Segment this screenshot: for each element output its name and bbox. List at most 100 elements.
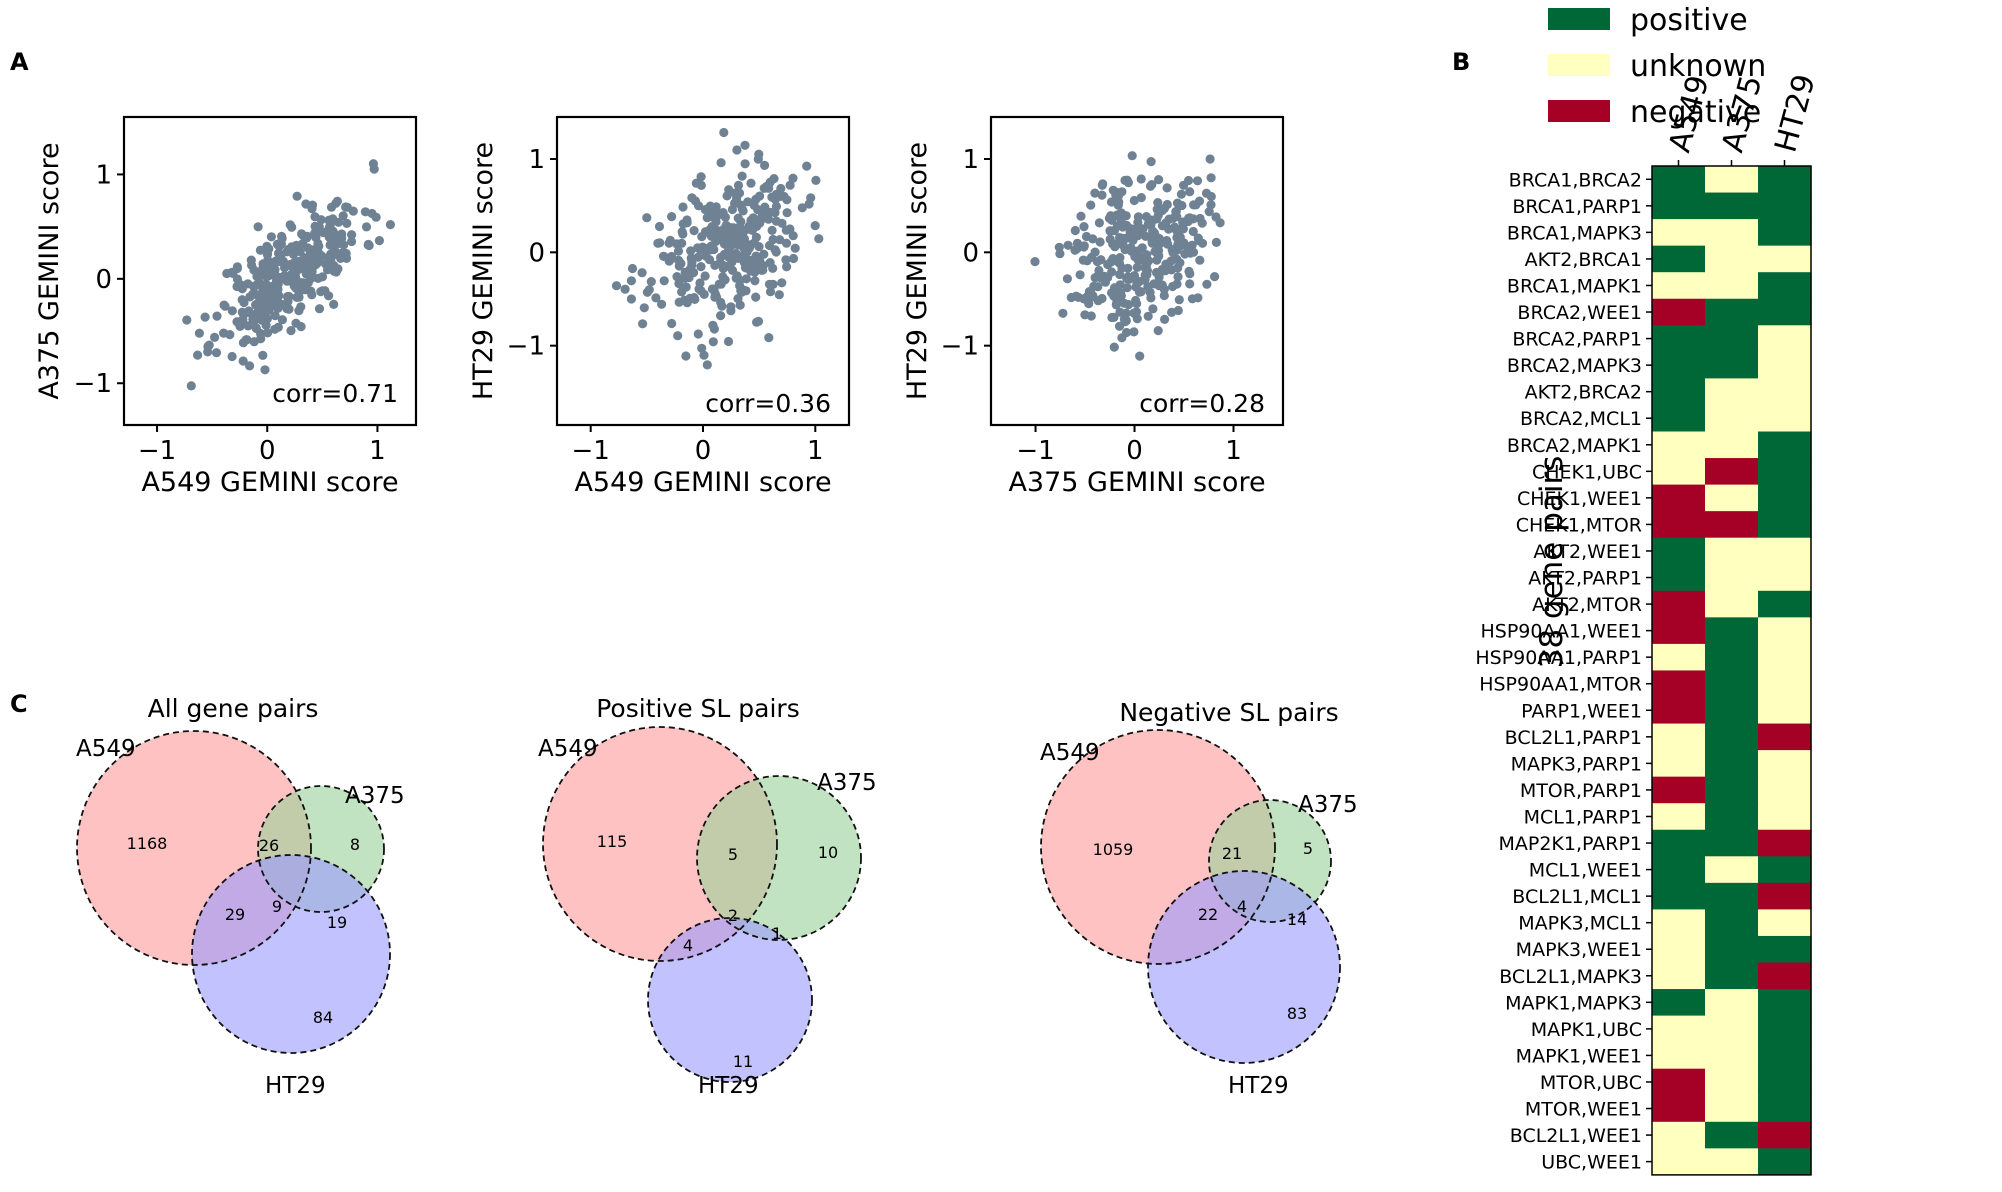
scatter-1-point <box>204 340 214 350</box>
scatter-3-point <box>1166 256 1176 266</box>
x-tick-label: 1 <box>1225 436 1242 466</box>
heatmap-cell-positive <box>1652 325 1706 353</box>
scatter-3-point <box>1125 244 1135 254</box>
scatter-3-point <box>1108 185 1118 195</box>
scatter-2-point <box>680 267 690 277</box>
scatter-2-corr-label: corr=0.36 <box>705 389 831 418</box>
scatter-1-point <box>276 239 286 249</box>
heatmap-row-label: BRCA1,PARP1 <box>1512 196 1642 218</box>
scatter-2-point <box>750 276 760 286</box>
scatter-2-point <box>676 258 686 269</box>
scatter-3-point <box>1121 327 1132 338</box>
scatter-2-point <box>771 247 781 257</box>
scatter-2-point <box>626 294 637 304</box>
scatter-2-point <box>788 173 798 183</box>
scatter-1-point <box>338 211 348 221</box>
scatter-2-point <box>690 294 700 304</box>
scatter-2-point <box>702 360 712 370</box>
scatter-2-point <box>764 333 774 343</box>
scatter-2-point <box>674 297 684 307</box>
scatter-2-point <box>710 235 721 245</box>
scatter-2-point <box>725 236 736 246</box>
heatmap-cell-positive <box>1758 192 1812 220</box>
scatter-1-point <box>262 314 272 324</box>
scatter-2-point <box>677 227 687 237</box>
scatter-2-point <box>718 234 728 244</box>
scatter-3-point <box>1152 204 1162 214</box>
scatter-3-point <box>1152 240 1162 251</box>
heatmap-row-label: BRCA2,PARP1 <box>1512 329 1642 351</box>
scatter-3-point <box>1172 279 1182 289</box>
scatter-2-point <box>788 253 799 264</box>
heatmap-cell-negative <box>1705 511 1759 539</box>
scatter-3-point <box>1202 279 1212 289</box>
heatmap-cell-unknown <box>1758 750 1812 778</box>
scatter-3-point <box>1098 179 1108 189</box>
scatter-3-point <box>1176 189 1186 199</box>
scatter-1-ylabel: A375 GEMINI score <box>34 142 65 399</box>
scatter-2-point <box>775 235 785 245</box>
heatmap-cell-unknown <box>1758 909 1812 937</box>
scatter-2-point <box>744 221 754 231</box>
heatmap-cell-unknown <box>1758 325 1812 353</box>
heatmap-cell-unknown <box>1705 245 1759 273</box>
scatter-3-ylabel: HT29 GEMINI score <box>902 142 933 400</box>
scatter-1-point <box>341 202 351 212</box>
heatmap-cell-negative <box>1652 617 1706 645</box>
scatter-2-point <box>690 196 701 206</box>
scatter-3-point <box>1103 259 1113 270</box>
venn-all-gene-pairs: All gene pairs A549 A375 HT29 1168 8 84 26 29 19 9 <box>76 694 405 1099</box>
scatter-1-point <box>220 301 230 311</box>
scatter-2-point <box>673 331 683 341</box>
scatter-3-point <box>1143 282 1153 292</box>
heatmap-cell-negative <box>1758 962 1812 990</box>
scatter-3-point <box>1162 183 1172 193</box>
heatmap-cell-unknown <box>1705 1068 1759 1096</box>
scatter-3-point <box>1194 236 1204 246</box>
scatter-2-points <box>611 127 824 370</box>
heatmap-cell-negative <box>1652 776 1706 804</box>
y-tick-label: −1 <box>74 369 112 399</box>
heatmap-cell-unknown <box>1705 856 1759 884</box>
venn-count-all: 4 <box>1237 897 1247 916</box>
scatter-3-point <box>1136 287 1146 297</box>
heatmap-cell-positive <box>1758 856 1812 884</box>
scatter-1-point <box>260 301 270 312</box>
scatter-3-point <box>1128 235 1138 245</box>
scatter-1-point <box>257 264 268 274</box>
scatter-1-frame <box>122 115 418 427</box>
scatter-2-point <box>716 297 726 307</box>
scatter-3-point <box>1195 255 1205 265</box>
scatter-3-point <box>1187 294 1197 304</box>
x-tick-label: 0 <box>259 436 276 466</box>
scatter-3-point <box>1170 244 1180 254</box>
scatter-1-point <box>328 214 338 224</box>
heatmap-cell-positive <box>1705 617 1759 645</box>
scatter-1-point <box>253 222 263 232</box>
venn-set-label-a375: A375 <box>345 783 405 809</box>
heatmap-row-label: MCL1,PARP1 <box>1524 806 1642 828</box>
heatmap-cell-unknown <box>1705 1148 1759 1176</box>
heatmap-row-label: BCL2L1,MAPK3 <box>1499 966 1642 988</box>
y-tick-label: 0 <box>962 238 979 268</box>
scatter-3-point <box>1141 266 1152 276</box>
heatmap-cell-unknown <box>1758 564 1812 592</box>
scatter-1-point <box>313 238 323 249</box>
heatmap-row-label: MAPK1,WEE1 <box>1516 1045 1642 1067</box>
scatter-3-point <box>1146 293 1156 303</box>
heatmap-cell-negative <box>1652 670 1706 698</box>
scatter-2-point <box>785 180 795 190</box>
scatter-2-point <box>705 201 715 211</box>
scatter-3-point <box>1192 176 1203 186</box>
venn-count-all: 9 <box>272 897 282 916</box>
heatmap-cell-unknown <box>1758 378 1812 406</box>
scatter-3-point <box>1211 237 1221 247</box>
heatmap-cells <box>1652 166 1812 1176</box>
heatmap-cell-unknown <box>1652 935 1706 964</box>
scatter-2-point <box>777 278 787 288</box>
scatter-3-point <box>1143 311 1153 321</box>
heatmap-cell-unknown <box>1652 723 1706 751</box>
scatter-3-point <box>1175 224 1185 234</box>
